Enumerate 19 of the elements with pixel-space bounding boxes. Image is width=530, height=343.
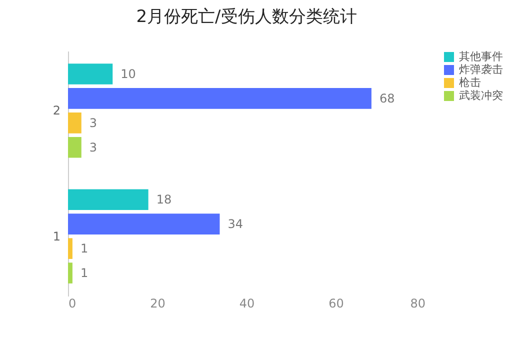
data-label: 34 xyxy=(228,217,244,232)
data-label: 68 xyxy=(379,91,395,106)
legend-label: 其他事件 xyxy=(459,50,503,63)
x-tick-label: 80 xyxy=(410,296,426,310)
data-label: 10 xyxy=(120,66,136,81)
x-tick-label: 60 xyxy=(328,296,344,310)
data-label: 1 xyxy=(80,242,88,256)
x-tick-label: 20 xyxy=(150,296,166,310)
data-label: 3 xyxy=(89,116,98,130)
data-label: 18 xyxy=(156,192,172,207)
legend-label: 枪击 xyxy=(459,76,481,89)
x-tick-label: 40 xyxy=(239,296,255,310)
y-tick-label: 2 xyxy=(52,104,60,118)
legend-label: 武装冲突 xyxy=(459,89,503,102)
x-tick-label: 0 xyxy=(68,296,76,310)
data-label: 3 xyxy=(89,140,98,154)
data-label: 1 xyxy=(80,266,88,280)
legend-label: 炸弹袭击 xyxy=(459,63,503,76)
chart-title: 2月份死亡/受伤人数分类统计 xyxy=(136,7,357,27)
